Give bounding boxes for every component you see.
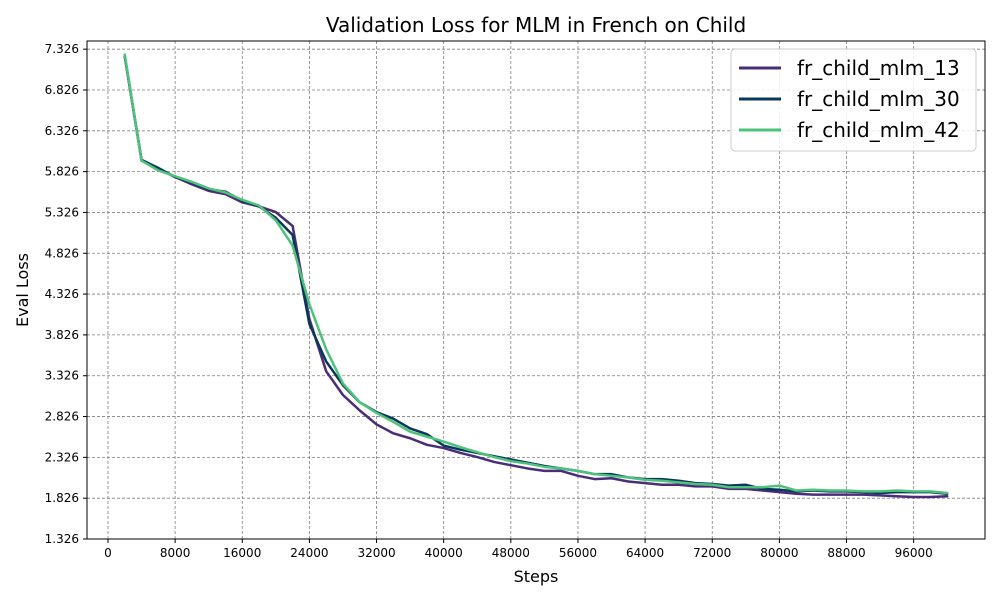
x-tick-label: 72000: [693, 546, 731, 560]
y-tick-label: 1.326: [45, 532, 79, 546]
x-tick-label: 80000: [760, 546, 798, 560]
x-tick-label: 24000: [290, 546, 328, 560]
y-tick-label: 3.826: [45, 328, 79, 342]
x-tick-label: 8000: [160, 546, 191, 560]
y-tick-label: 1.826: [45, 491, 79, 505]
x-tick-label: 48000: [492, 546, 530, 560]
x-tick-label: 40000: [425, 546, 463, 560]
x-tick-label: 64000: [626, 546, 664, 560]
x-tick-label: 56000: [559, 546, 597, 560]
y-tick-label: 6.826: [45, 83, 79, 97]
y-axis: 1.326 1.826 2.326 2.826 3.326 3.826 4.326 4.826…: [45, 42, 87, 546]
x-tick-label: 16000: [223, 546, 261, 560]
y-tick-label: 2.326: [45, 450, 79, 464]
legend-label: fr_child_mlm_30: [797, 87, 960, 111]
grid: [87, 41, 985, 540]
y-tick-label: 4.826: [45, 246, 79, 260]
series-layer: [123, 53, 949, 499]
x-tick-label: 88000: [827, 546, 865, 560]
legend-label: fr_child_mlm_13: [797, 56, 960, 80]
x-tick-label: 0: [104, 546, 112, 560]
x-axis-title: Steps: [514, 567, 559, 586]
x-tick-label: 32000: [357, 546, 395, 560]
y-tick-label: 5.826: [45, 165, 79, 179]
y-tick-label: 6.326: [45, 124, 79, 138]
legend-label: fr_child_mlm_42: [797, 118, 960, 142]
y-tick-label: 4.326: [45, 287, 79, 301]
legend: fr_child_mlm_13 fr_child_mlm_30 fr_child_m…: [730, 48, 977, 152]
x-axis: 0 8000 16000 24000 32000 40000 48000 56000 64000…: [104, 539, 933, 560]
y-tick-label: 2.826: [45, 410, 79, 424]
y-tick-label: 3.326: [45, 369, 79, 383]
y-tick-label: 5.326: [45, 205, 79, 219]
y-axis-title: Eval Loss: [13, 253, 32, 327]
plot-frame: [86, 40, 986, 540]
legend-box: [730, 48, 977, 152]
y-tick-label: 7.326: [45, 42, 79, 56]
chart-title: Validation Loss for MLM in French on Chi…: [326, 13, 746, 37]
x-tick-label: 96000: [895, 546, 933, 560]
series-line-fr-child-mlm-42: [123, 53, 949, 495]
